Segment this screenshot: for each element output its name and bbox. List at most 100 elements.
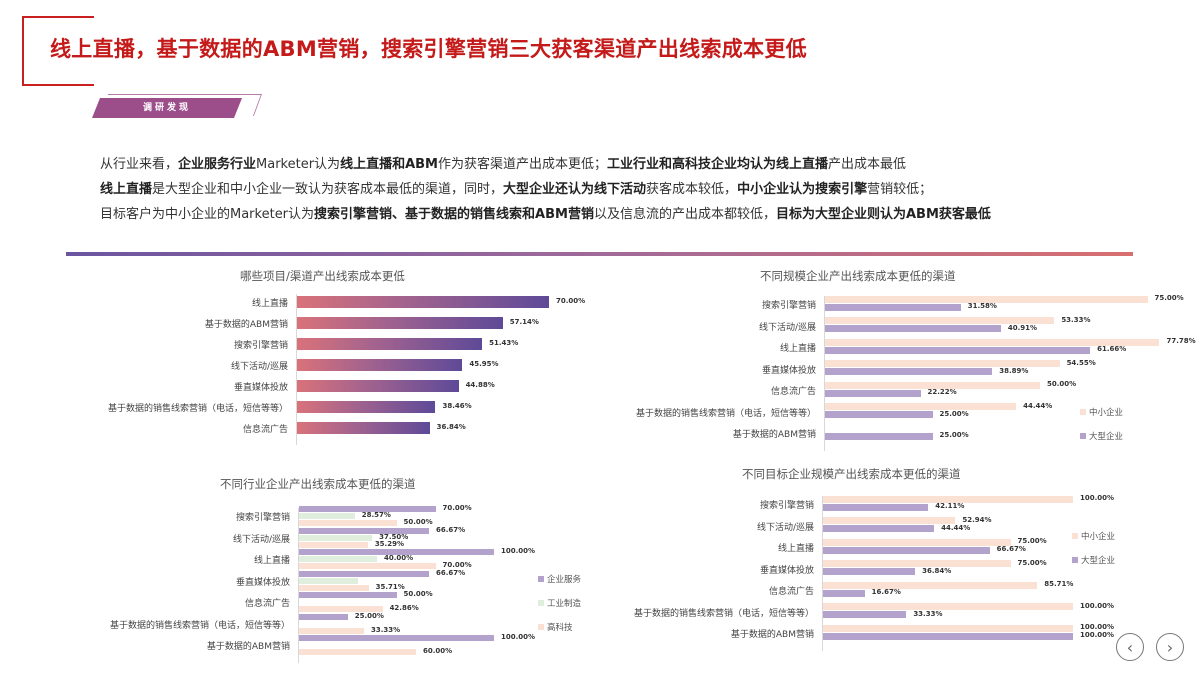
category-label: 垂直媒体投放 bbox=[233, 383, 288, 393]
data-label: 22.22% bbox=[927, 388, 957, 396]
legend-item: 企业服务 bbox=[538, 573, 581, 585]
category-label: 搜索引擎营销 bbox=[761, 301, 816, 311]
bar-中小企业 bbox=[825, 295, 1148, 303]
data-label: 75.00% bbox=[1017, 558, 1047, 567]
data-label: 50.00% bbox=[403, 590, 433, 598]
data-label: 42.11% bbox=[935, 502, 965, 510]
category-label: 信息流广告 bbox=[770, 387, 816, 397]
summary-highlight: 线上直播和ABM bbox=[340, 157, 438, 172]
bar-高科技 bbox=[299, 541, 368, 548]
category-label: 基于数据的ABM营销 bbox=[732, 430, 816, 440]
bar-中小企业 bbox=[825, 338, 1160, 346]
data-label: 60.00% bbox=[423, 647, 453, 655]
bar-中小企业 bbox=[825, 381, 1040, 389]
data-label: 28.57% bbox=[361, 511, 391, 519]
category-label: 搜索引擎营销 bbox=[235, 513, 290, 523]
data-label: 50.00% bbox=[1047, 380, 1077, 388]
summary-line: 目标客户为中小企业的Marketer认为搜索引擎营销、基于数据的销售线索和ABM… bbox=[100, 202, 991, 227]
data-label: 16.67% bbox=[871, 588, 901, 596]
category-label: 基于数据的ABM营销 bbox=[206, 642, 290, 652]
summary-text: 从行业来看，企业服务行业Marketer认为线上直播和ABM作为获客渠道产出成本… bbox=[100, 152, 991, 227]
data-label: 66.67% bbox=[436, 568, 466, 577]
data-label: 37.50% bbox=[379, 532, 409, 541]
legend-label: 大型企业 bbox=[1081, 556, 1116, 566]
summary-highlight: 中小企业认为搜索引擎 bbox=[737, 182, 868, 197]
data-label: 53.33% bbox=[1061, 315, 1091, 324]
data-label: 75.00% bbox=[1154, 294, 1184, 302]
summary-run: 从行业来看， bbox=[100, 157, 179, 172]
data-label: 51.43% bbox=[489, 339, 519, 347]
tag-background bbox=[92, 98, 242, 118]
bar-大型企业 bbox=[823, 632, 1073, 640]
bar-企业服务 bbox=[299, 570, 429, 577]
chart-legend: 中小企业大型企业 bbox=[1080, 406, 1123, 454]
legend-swatch bbox=[1080, 433, 1086, 439]
bar-大型企业 bbox=[825, 389, 921, 397]
category-label: 基于数据的销售线索营销（电话，短信等等） bbox=[635, 408, 816, 419]
data-label: 45.95% bbox=[469, 360, 499, 368]
summary-highlight: 线上直播 bbox=[100, 182, 153, 197]
category-label: 垂直媒体投放 bbox=[235, 577, 290, 588]
chevron-left-icon: ‹ bbox=[1126, 637, 1134, 657]
chart-by-company-size: 不同规模企业产出线索成本更低的渠道 搜索引擎营销 75.00% 31.58% 线下活动/… bbox=[600, 262, 1200, 452]
data-label: 70.00% bbox=[556, 297, 586, 305]
summary-highlight: 搜索引擎营销、基于数据的销售线索和ABM营销 bbox=[314, 207, 594, 222]
bar-大型企业 bbox=[825, 325, 1001, 332]
summary-highlight: 工业行业和高科技企业均认为线上直播 bbox=[607, 157, 829, 172]
legend-item: 中小企业 bbox=[1072, 530, 1115, 542]
bar-大型企业 bbox=[825, 303, 961, 311]
bar-大型企业 bbox=[825, 432, 933, 440]
category-label: 搜索引擎营销 bbox=[759, 501, 814, 511]
category-label: 信息流广告 bbox=[242, 425, 288, 435]
next-page-button[interactable]: › bbox=[1156, 633, 1184, 661]
legend-swatch bbox=[1080, 409, 1086, 415]
category-label: 线下活动/巡展 bbox=[758, 322, 816, 333]
legend-label: 中小企业 bbox=[1089, 408, 1124, 418]
legend-item: 工业制造 bbox=[538, 597, 581, 609]
bar-占比 bbox=[297, 338, 483, 350]
bar-占比 bbox=[297, 380, 459, 392]
chart-by-industry: 不同行业企业产出线索成本更低的渠道搜索引擎营销 70.00% 28.57% 50.00… bbox=[0, 468, 600, 668]
category-label: 信息流广告 bbox=[768, 587, 814, 597]
bar-大型企业 bbox=[825, 346, 1091, 354]
chart-overall-channels: 哪些项目/渠道产出线索成本更低 线上直播 70.00% 基于数据的ABM营销 57.14… bbox=[0, 262, 600, 452]
data-label: 100.00% bbox=[501, 633, 536, 641]
bar-中小企业 bbox=[823, 517, 956, 524]
summary-highlight: 目标为大型企业则认为ABM获客最低 bbox=[775, 207, 991, 222]
data-label: 100.00% bbox=[1080, 623, 1115, 631]
section-divider bbox=[66, 252, 1133, 256]
data-label: 70.00% bbox=[442, 504, 472, 512]
data-label: 75.00% bbox=[1017, 537, 1047, 545]
data-label: 35.71% bbox=[375, 582, 405, 591]
summary-run: 营销较低； bbox=[867, 182, 933, 197]
legend-item: 大型企业 bbox=[1080, 430, 1123, 442]
data-label: 57.14% bbox=[509, 318, 539, 326]
prev-page-button[interactable]: ‹ bbox=[1116, 633, 1144, 661]
data-label: 25.00% bbox=[939, 409, 969, 418]
category-label: 垂直媒体投放 bbox=[761, 365, 816, 376]
category-label: 线上直播 bbox=[253, 556, 290, 566]
bar-高科技 bbox=[299, 584, 369, 591]
bar-大型企业 bbox=[823, 568, 916, 575]
bar-占比 bbox=[297, 422, 430, 434]
bar-中小企业 bbox=[823, 495, 1073, 503]
category-label: 信息流广告 bbox=[244, 599, 290, 609]
summary-run: 产出成本最低 bbox=[828, 157, 907, 172]
legend-swatch bbox=[1072, 533, 1078, 539]
y-axis-line bbox=[824, 296, 825, 451]
category-label: 线下活动/巡展 bbox=[232, 534, 290, 545]
bar-大型企业 bbox=[823, 546, 990, 554]
chart-title: 哪些项目/渠道产出线索成本更低 bbox=[240, 269, 405, 283]
category-label: 基于数据的销售线索营销（电话，短信等等） bbox=[107, 404, 288, 414]
chart-title: 不同目标企业规模产出线索成本更低的渠道 bbox=[742, 467, 961, 481]
bar-大型企业 bbox=[823, 611, 907, 618]
chart-title: 不同行业企业产出线索成本更低的渠道 bbox=[220, 477, 416, 491]
data-label: 31.58% bbox=[967, 302, 997, 310]
bar-工业制造 bbox=[299, 577, 358, 584]
data-label: 25.00% bbox=[354, 611, 384, 620]
bar-大型企业 bbox=[823, 525, 935, 532]
bar-工业制造 bbox=[299, 513, 355, 519]
summary-run: 目标客户为中小企业的Marketer认为 bbox=[100, 207, 315, 222]
category-label: 基于数据的ABM营销 bbox=[730, 630, 814, 640]
legend-swatch bbox=[538, 576, 544, 582]
